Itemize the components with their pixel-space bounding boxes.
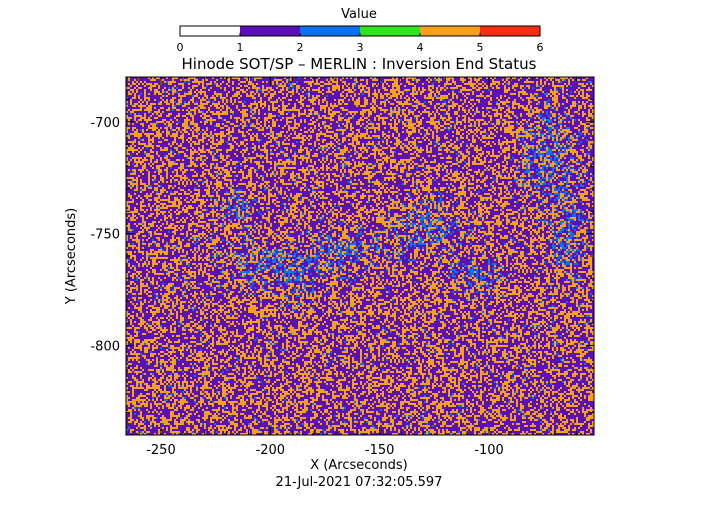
colorbar-tick-label: 6: [537, 41, 544, 54]
colorbar-tick-label: 2: [297, 41, 304, 54]
heatmap-area: [126, 77, 594, 435]
x-axis-ticks: -250 -200 -150 -100: [138, 77, 578, 458]
y-axis-label: Y (Arcseconds): [64, 208, 79, 305]
y-tick-label: -750: [90, 228, 120, 243]
colorbar-segment-2: [300, 26, 360, 36]
y-tick-label: -700: [90, 116, 120, 131]
colorbar-label: Value: [341, 7, 377, 22]
x-tick-label: -250: [146, 443, 176, 458]
timestamp: 21-Jul-2021 07:32:05.597: [276, 475, 443, 490]
x-axis-label: X (Arcseconds): [310, 458, 407, 473]
x-tick-label: -100: [474, 443, 504, 458]
x-tick-label: -150: [365, 443, 395, 458]
colorbar-tick-label: 1: [237, 41, 244, 54]
chart-title: Hinode SOT/SP – MERLIN : Inversion End S…: [182, 55, 537, 73]
colorbar-segment-1: [240, 26, 300, 36]
colorbar-segment-4: [420, 26, 480, 36]
heatmap-image: [126, 77, 594, 435]
y-tick-label: -800: [90, 340, 120, 355]
colorbar-tick-label: 0: [177, 41, 184, 54]
colorbar-segment-3: [360, 26, 420, 36]
y-axis-ticks: -700 -750 -800: [90, 76, 594, 436]
colorbar-segment-5: [480, 26, 540, 36]
colorbar-tick-label: 5: [477, 41, 484, 54]
colorbar-tick-label: 4: [417, 41, 424, 54]
colorbar-ticks: 0 1 2 3 4 5 6: [177, 33, 544, 54]
colorbar-segment-0: [180, 26, 240, 36]
x-tick-label: -200: [256, 443, 286, 458]
colorbar-tick-label: 3: [357, 41, 364, 54]
